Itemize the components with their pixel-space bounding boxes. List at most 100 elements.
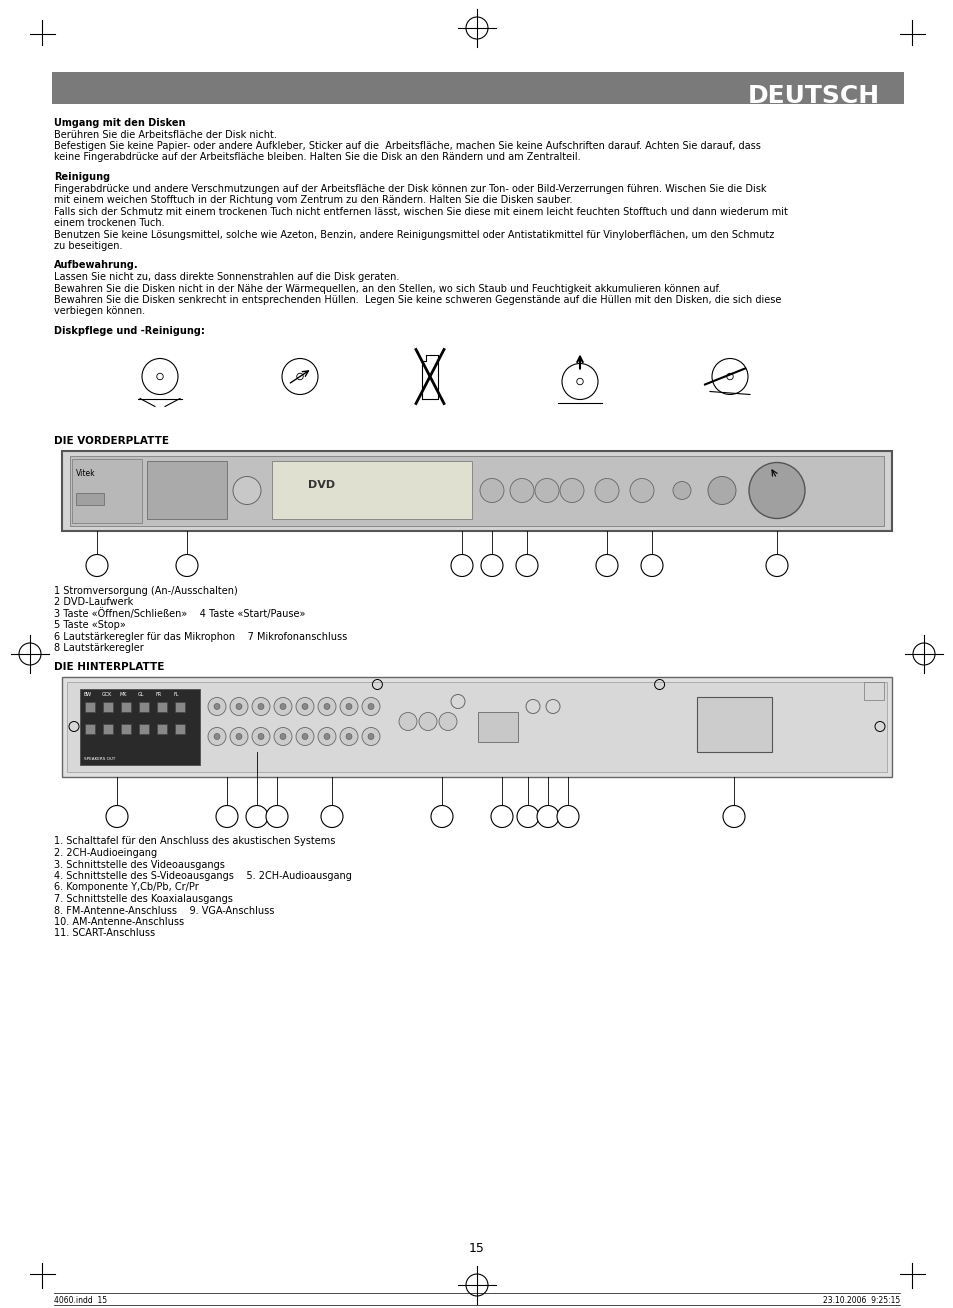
Bar — [477, 712, 517, 742]
Text: 2: 2 — [224, 820, 230, 829]
Text: 8: 8 — [525, 820, 530, 829]
Circle shape — [368, 734, 374, 739]
Circle shape — [418, 713, 436, 730]
Text: Reinigung: Reinigung — [54, 171, 110, 182]
Bar — [103, 701, 112, 712]
Circle shape — [257, 704, 264, 709]
Bar — [76, 493, 104, 505]
Text: 2. 2CH-Audioeingang: 2. 2CH-Audioeingang — [54, 848, 157, 858]
Circle shape — [274, 727, 292, 746]
Circle shape — [302, 704, 308, 709]
Bar — [121, 701, 131, 712]
Bar — [85, 701, 95, 712]
Text: 1 Stromversorgung (An-/Ausschalten): 1 Stromversorgung (An-/Ausschalten) — [54, 586, 237, 595]
Bar — [62, 450, 891, 531]
Text: DEUTSCH: DEUTSCH — [747, 84, 879, 109]
Circle shape — [596, 555, 618, 577]
Text: Diskpflege und -Reinigung:: Diskpflege und -Reinigung: — [54, 326, 205, 336]
Circle shape — [480, 555, 502, 577]
Text: FL: FL — [173, 692, 179, 696]
Bar — [80, 688, 200, 764]
Bar — [85, 723, 95, 734]
Text: Lassen Sie nicht zu, dass direkte Sonnenstrahlen auf die Disk geraten.: Lassen Sie nicht zu, dass direkte Sonnen… — [54, 272, 399, 283]
Bar — [147, 460, 227, 518]
Circle shape — [516, 555, 537, 577]
Circle shape — [557, 806, 578, 828]
Circle shape — [252, 697, 270, 715]
Text: FR: FR — [156, 692, 162, 696]
Circle shape — [233, 476, 261, 505]
Text: 7: 7 — [498, 820, 504, 829]
Bar — [157, 723, 167, 734]
Circle shape — [510, 479, 534, 502]
Text: 23.10.2006  9:25:15: 23.10.2006 9:25:15 — [821, 1296, 899, 1305]
Text: 1. Schalttafel für den Anschluss des akustischen Systems: 1. Schalttafel für den Anschluss des aku… — [54, 837, 335, 846]
Text: Umgang mit den Disken: Umgang mit den Disken — [54, 118, 185, 128]
Text: 6: 6 — [438, 820, 444, 829]
Circle shape — [559, 479, 583, 502]
Circle shape — [722, 806, 744, 828]
Text: Bewahren Sie die Disken senkrecht in entsprechenden Hüllen.  Legen Sie keine sch: Bewahren Sie die Disken senkrecht in ent… — [54, 296, 781, 305]
Text: 9: 9 — [545, 820, 550, 829]
Circle shape — [235, 704, 242, 709]
Bar — [139, 723, 149, 734]
Circle shape — [280, 704, 286, 709]
Circle shape — [339, 697, 357, 715]
Text: 7: 7 — [648, 569, 654, 578]
Text: Aufbewahrung.: Aufbewahrung. — [54, 260, 138, 271]
Text: einem trockenen Tuch.: einem trockenen Tuch. — [54, 218, 165, 228]
Text: Vitek: Vitek — [76, 468, 95, 477]
Text: 8 Lautstärkeregler: 8 Lautstärkeregler — [54, 644, 144, 653]
Circle shape — [398, 713, 416, 730]
Text: DIE HINTERPLATTE: DIE HINTERPLATTE — [54, 662, 164, 672]
Text: Berühren Sie die Arbeitsfläche der Disk nicht.: Berühren Sie die Arbeitsfläche der Disk … — [54, 129, 276, 140]
Text: GL: GL — [138, 692, 144, 696]
Bar — [67, 681, 886, 772]
Text: 8. FM-Antenne-Anschluss    9. VGA-Anschluss: 8. FM-Antenne-Anschluss 9. VGA-Anschluss — [54, 905, 274, 916]
Text: DVD: DVD — [308, 480, 335, 490]
Circle shape — [535, 479, 558, 502]
Text: 6 Lautstärkeregler für das Mikrophon    7 Mikrofonanschluss: 6 Lautstärkeregler für das Mikrophon 7 M… — [54, 632, 347, 641]
Text: BW: BW — [84, 692, 92, 696]
Text: 4: 4 — [489, 569, 495, 578]
Text: 1: 1 — [114, 820, 119, 829]
Circle shape — [595, 479, 618, 502]
Circle shape — [175, 555, 198, 577]
Circle shape — [208, 697, 226, 715]
Bar — [272, 460, 472, 518]
Circle shape — [230, 697, 248, 715]
Text: VGA: VGA — [481, 722, 495, 726]
Circle shape — [274, 697, 292, 715]
Circle shape — [235, 734, 242, 739]
Circle shape — [213, 704, 220, 709]
Bar — [62, 676, 891, 777]
Text: Fingerabdrücke und andere Verschmutzungen auf der Arbeitsfläche der Disk können : Fingerabdrücke und andere Verschmutzunge… — [54, 183, 765, 194]
Circle shape — [451, 555, 473, 577]
Bar — [139, 701, 149, 712]
Circle shape — [324, 734, 330, 739]
Text: 5 Taste «Stop»: 5 Taste «Stop» — [54, 620, 126, 630]
Text: 10: 10 — [562, 820, 573, 829]
Text: 11. SCART-Anschluss: 11. SCART-Anschluss — [54, 929, 155, 939]
Bar — [863, 681, 883, 700]
Circle shape — [317, 727, 335, 746]
Text: Benutzen Sie keine Lösungsmittel, solche wie Azeton, Benzin, andere Reinigungsmi: Benutzen Sie keine Lösungsmittel, solche… — [54, 229, 774, 239]
Text: DIE VORDERPLATTE: DIE VORDERPLATTE — [54, 437, 169, 446]
Text: Befestigen Sie keine Papier- oder andere Aufkleber, Sticker auf die  Arbeitsfläc: Befestigen Sie keine Papier- oder andere… — [54, 141, 760, 150]
Text: Falls sich der Schmutz mit einem trockenen Tuch nicht entfernen lässt, wischen S: Falls sich der Schmutz mit einem trocken… — [54, 207, 787, 217]
Circle shape — [324, 704, 330, 709]
Text: 3: 3 — [254, 820, 259, 829]
Circle shape — [748, 463, 804, 518]
Circle shape — [517, 806, 538, 828]
Text: 6. Komponente Y,Cb/Pb, Cr/Pr: 6. Komponente Y,Cb/Pb, Cr/Pr — [54, 883, 198, 892]
Bar — [103, 723, 112, 734]
Text: mit einem weichen Stofftuch in der Richtung vom Zentrum zu den Rändern. Halten S: mit einem weichen Stofftuch in der Richt… — [54, 195, 572, 205]
Text: 3. Schnittstelle des Videoausgangs: 3. Schnittstelle des Videoausgangs — [54, 859, 225, 870]
Circle shape — [361, 697, 379, 715]
Text: 11: 11 — [728, 820, 739, 829]
Circle shape — [208, 727, 226, 746]
Text: 4. Schnittstelle des S-Videoausgangs    5. 2CH-Audioausgang: 4. Schnittstelle des S-Videoausgangs 5. … — [54, 871, 352, 882]
Circle shape — [320, 806, 343, 828]
Circle shape — [640, 555, 662, 577]
Text: 15: 15 — [469, 1241, 484, 1254]
